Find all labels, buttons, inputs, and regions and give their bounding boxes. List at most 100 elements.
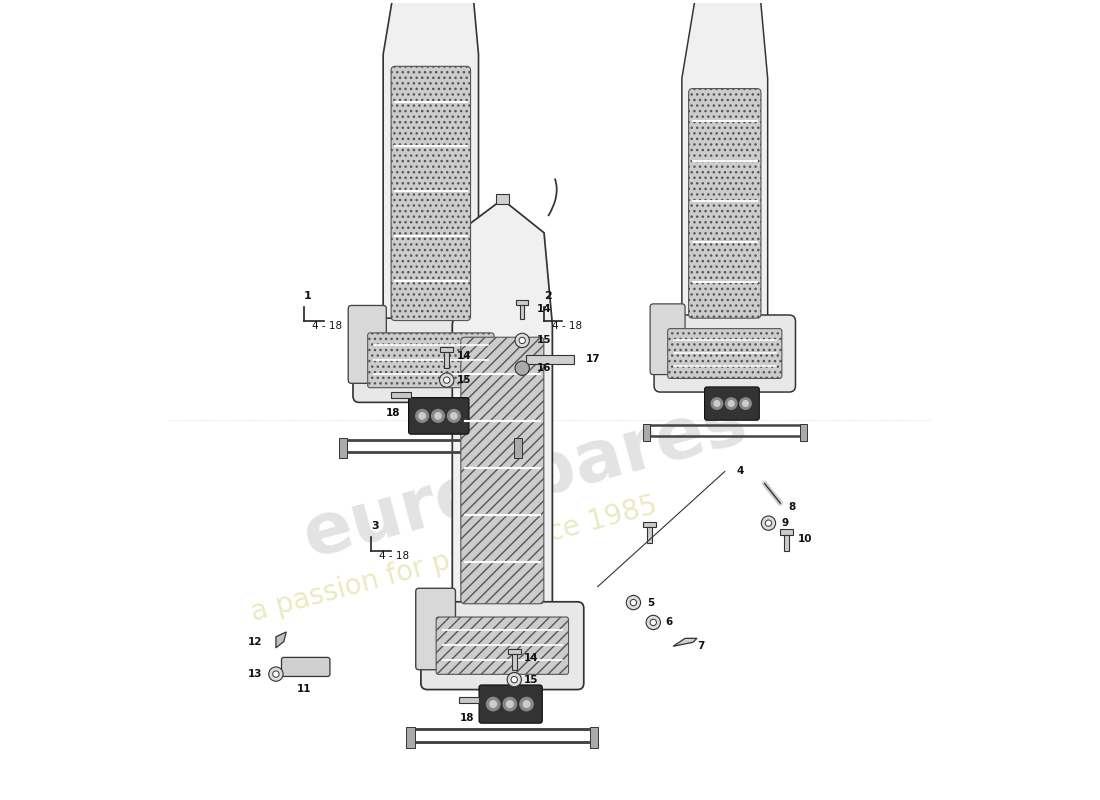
Text: 17: 17 bbox=[586, 354, 601, 365]
Circle shape bbox=[416, 410, 429, 422]
Bar bbox=[496, 194, 509, 203]
Circle shape bbox=[434, 413, 441, 419]
Circle shape bbox=[646, 615, 660, 630]
Circle shape bbox=[630, 599, 637, 606]
Bar bbox=[517, 300, 528, 305]
Bar bbox=[526, 354, 574, 364]
Bar bbox=[590, 727, 598, 748]
PathPatch shape bbox=[383, 0, 478, 333]
Bar bbox=[784, 535, 789, 551]
Text: 3: 3 bbox=[372, 521, 379, 531]
Circle shape bbox=[714, 401, 719, 406]
Circle shape bbox=[520, 698, 534, 710]
Bar bbox=[780, 530, 793, 535]
Text: 4: 4 bbox=[737, 466, 744, 477]
Text: 15: 15 bbox=[458, 375, 472, 385]
Circle shape bbox=[486, 698, 499, 710]
Text: 14: 14 bbox=[524, 653, 538, 663]
Text: 12: 12 bbox=[248, 638, 263, 647]
Text: 10: 10 bbox=[798, 534, 813, 544]
Bar bbox=[459, 697, 478, 703]
Circle shape bbox=[419, 413, 426, 419]
FancyBboxPatch shape bbox=[408, 398, 469, 434]
Circle shape bbox=[490, 701, 496, 707]
Circle shape bbox=[515, 361, 529, 375]
Bar bbox=[512, 654, 517, 670]
Text: 15: 15 bbox=[524, 674, 538, 685]
Bar bbox=[520, 305, 525, 319]
Circle shape bbox=[712, 398, 723, 410]
Text: 18: 18 bbox=[460, 713, 474, 723]
Circle shape bbox=[761, 516, 776, 530]
Text: 2: 2 bbox=[543, 290, 551, 301]
Circle shape bbox=[431, 410, 444, 422]
Text: 9: 9 bbox=[782, 518, 789, 528]
Bar bbox=[642, 522, 656, 527]
Bar bbox=[440, 346, 453, 352]
Text: 6: 6 bbox=[666, 618, 672, 627]
Text: 1: 1 bbox=[304, 290, 311, 301]
Circle shape bbox=[268, 667, 283, 682]
FancyBboxPatch shape bbox=[704, 387, 759, 420]
Circle shape bbox=[451, 413, 458, 419]
Text: 4 - 18: 4 - 18 bbox=[379, 551, 409, 561]
FancyBboxPatch shape bbox=[367, 333, 494, 388]
Bar bbox=[647, 527, 651, 543]
Circle shape bbox=[507, 673, 521, 686]
Text: eurospares: eurospares bbox=[296, 387, 755, 572]
FancyBboxPatch shape bbox=[461, 338, 543, 604]
Circle shape bbox=[515, 334, 529, 347]
FancyBboxPatch shape bbox=[650, 304, 685, 374]
FancyBboxPatch shape bbox=[668, 329, 782, 378]
Bar bbox=[642, 423, 650, 442]
Text: 7: 7 bbox=[697, 642, 704, 651]
Text: 18: 18 bbox=[385, 408, 400, 418]
Text: 16: 16 bbox=[537, 363, 551, 374]
Polygon shape bbox=[673, 638, 697, 646]
FancyBboxPatch shape bbox=[436, 617, 569, 674]
Text: a passion for parts since 1985: a passion for parts since 1985 bbox=[249, 491, 661, 626]
Circle shape bbox=[503, 698, 517, 710]
Circle shape bbox=[742, 401, 748, 406]
FancyBboxPatch shape bbox=[392, 66, 471, 321]
FancyBboxPatch shape bbox=[349, 306, 386, 383]
Text: 14: 14 bbox=[537, 304, 551, 314]
Circle shape bbox=[650, 619, 657, 626]
Text: 14: 14 bbox=[458, 351, 472, 362]
PathPatch shape bbox=[682, 0, 768, 329]
Circle shape bbox=[273, 671, 279, 678]
Circle shape bbox=[766, 520, 772, 526]
Circle shape bbox=[740, 398, 751, 410]
Circle shape bbox=[519, 338, 526, 343]
Bar bbox=[800, 423, 807, 442]
Circle shape bbox=[448, 410, 460, 422]
Bar bbox=[392, 392, 411, 398]
Circle shape bbox=[512, 677, 517, 683]
PathPatch shape bbox=[452, 199, 552, 617]
Bar bbox=[340, 438, 348, 458]
FancyBboxPatch shape bbox=[353, 318, 508, 402]
FancyBboxPatch shape bbox=[480, 685, 542, 723]
FancyBboxPatch shape bbox=[421, 602, 584, 690]
FancyBboxPatch shape bbox=[282, 658, 330, 677]
Bar bbox=[406, 727, 415, 748]
Polygon shape bbox=[276, 632, 286, 648]
FancyBboxPatch shape bbox=[416, 588, 455, 670]
Text: 15: 15 bbox=[537, 335, 551, 346]
Circle shape bbox=[728, 401, 734, 406]
Circle shape bbox=[626, 595, 640, 610]
Text: 11: 11 bbox=[297, 684, 311, 694]
Text: 4 - 18: 4 - 18 bbox=[551, 321, 582, 330]
FancyBboxPatch shape bbox=[654, 315, 795, 392]
Circle shape bbox=[443, 377, 450, 383]
Text: 4 - 18: 4 - 18 bbox=[311, 321, 342, 330]
Circle shape bbox=[726, 398, 737, 410]
Bar bbox=[508, 649, 520, 654]
Text: 5: 5 bbox=[647, 598, 654, 607]
Circle shape bbox=[506, 701, 514, 707]
Bar bbox=[515, 438, 522, 458]
FancyBboxPatch shape bbox=[689, 89, 761, 318]
Bar bbox=[444, 352, 449, 368]
Text: 8: 8 bbox=[789, 502, 795, 512]
Circle shape bbox=[440, 373, 454, 387]
